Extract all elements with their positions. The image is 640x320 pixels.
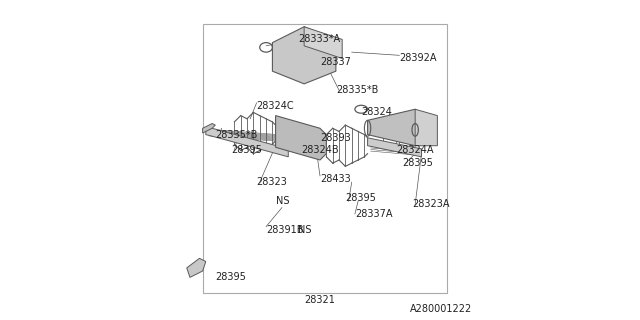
- Text: 28392A: 28392A: [399, 53, 437, 63]
- Text: 28323A: 28323A: [412, 199, 449, 209]
- Text: 28324C: 28324C: [257, 101, 294, 111]
- Polygon shape: [276, 116, 326, 160]
- Text: NS: NS: [298, 225, 311, 235]
- Text: A280001222: A280001222: [410, 304, 472, 314]
- Polygon shape: [367, 109, 422, 146]
- Text: 28337A: 28337A: [355, 209, 392, 219]
- Text: 28324B: 28324B: [301, 146, 339, 156]
- Text: NS: NS: [276, 196, 289, 206]
- Text: 28391B: 28391B: [266, 225, 303, 235]
- Text: 28323: 28323: [257, 177, 287, 187]
- Polygon shape: [206, 128, 288, 157]
- Polygon shape: [415, 109, 437, 146]
- Polygon shape: [187, 258, 206, 277]
- Text: 28395: 28395: [215, 272, 246, 282]
- Text: 28335*B: 28335*B: [215, 130, 258, 140]
- Text: 28324: 28324: [361, 108, 392, 117]
- Text: 28433: 28433: [320, 174, 351, 184]
- Text: 28395: 28395: [346, 193, 376, 203]
- Polygon shape: [273, 27, 336, 84]
- Text: 28337: 28337: [320, 57, 351, 67]
- Text: 28395: 28395: [231, 146, 262, 156]
- Text: 28393: 28393: [320, 133, 351, 143]
- Polygon shape: [203, 124, 215, 133]
- Text: 28321: 28321: [305, 295, 335, 305]
- Text: 28395: 28395: [403, 158, 433, 168]
- Polygon shape: [304, 27, 342, 59]
- Text: 28335*B: 28335*B: [336, 85, 378, 95]
- Text: 28333*A: 28333*A: [298, 35, 340, 44]
- Polygon shape: [367, 138, 422, 157]
- Text: 28324A: 28324A: [396, 146, 434, 156]
